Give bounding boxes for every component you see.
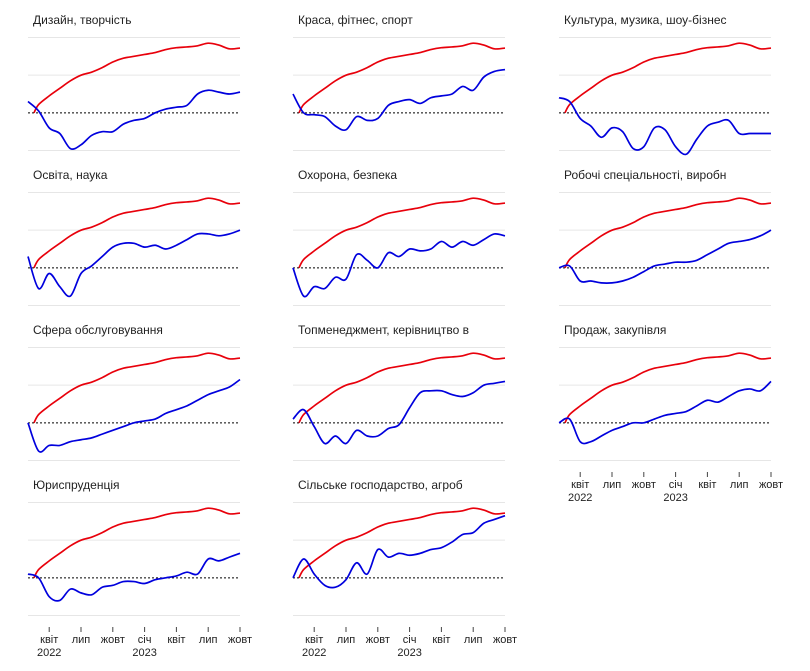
x-tick-label: квіт xyxy=(571,479,589,491)
panel-title: Охорона, безпека xyxy=(298,168,397,182)
panel-title: Юриспруденція xyxy=(33,478,119,492)
x-tick-label: січ xyxy=(669,479,683,491)
overall-series-line xyxy=(298,42,506,114)
category-series-line xyxy=(292,380,506,445)
panel-title: Топменеджмент, керівництво в xyxy=(298,323,469,337)
panel-title: Робочі спеціальності, виробн xyxy=(564,168,726,182)
x-tick-label: лип xyxy=(730,479,749,491)
x-tick-year-label: 2022 xyxy=(568,492,592,504)
overall-series-line xyxy=(564,42,772,114)
category-series-line xyxy=(27,378,241,453)
x-tick-year-label: 2023 xyxy=(397,647,421,659)
x-tick-label: жовт xyxy=(101,634,125,646)
overall-series-line xyxy=(298,352,506,424)
panel-7: Сфера обслуговування xyxy=(27,323,241,461)
x-tick-label: лип xyxy=(337,634,356,646)
x-tick-year-label: 2023 xyxy=(132,647,156,659)
category-series-line xyxy=(292,232,506,298)
panel-3: Культура, музика, шоу-бізнес xyxy=(558,13,772,156)
overall-series-line xyxy=(564,197,772,269)
overall-series-line xyxy=(33,507,241,579)
x-tick-label: жовт xyxy=(493,634,517,646)
overall-series-line xyxy=(33,197,241,269)
x-tick-label: квіт xyxy=(40,634,58,646)
x-tick-year-label: 2022 xyxy=(37,647,61,659)
category-series-line xyxy=(558,229,772,284)
x-tick-label: жовт xyxy=(759,479,783,491)
category-series-line xyxy=(292,514,506,589)
x-tick-label: квіт xyxy=(698,479,716,491)
x-tick-label: лип xyxy=(72,634,91,646)
category-series-line xyxy=(558,380,772,445)
x-tick-label: лип xyxy=(199,634,218,646)
x-tick-label: жовт xyxy=(366,634,390,646)
panel-title: Краса, фітнес, спорт xyxy=(298,13,413,27)
overall-series-line xyxy=(564,352,772,424)
category-series-line xyxy=(292,68,506,131)
panel-title: Сфера обслуговування xyxy=(33,323,163,337)
x-tick-label: квіт xyxy=(432,634,450,646)
panel-1: Дизайн, творчість xyxy=(27,13,241,151)
panel-8: Топменеджмент, керівництво в xyxy=(292,323,506,461)
x-tick-year-label: 2022 xyxy=(302,647,326,659)
category-series-line xyxy=(558,96,771,156)
x-tick-label: січ xyxy=(403,634,417,646)
panel-title: Освіта, наука xyxy=(33,168,108,182)
x-tick-label: квіт xyxy=(167,634,185,646)
x-tick-label: жовт xyxy=(632,479,656,491)
panel-2: Краса, фітнес, спорт xyxy=(292,13,506,151)
panel-10: Юриспруденція xyxy=(27,478,241,616)
x-tick-label: жовт xyxy=(228,634,252,646)
panel-title: Сільське господарство, агроб xyxy=(298,478,463,492)
x-tick-year-label: 2023 xyxy=(663,492,687,504)
x-tick-label: лип xyxy=(603,479,622,491)
panel-title: Продаж, закупівля xyxy=(564,323,666,337)
x-tick-label: квіт xyxy=(305,634,323,646)
panel-11: Сільське господарство, агроб xyxy=(292,478,506,616)
panel-title: Дизайн, творчість xyxy=(33,13,132,27)
panel-6: Робочі спеціальності, виробн xyxy=(558,168,772,306)
panel-5: Охорона, безпека xyxy=(292,168,506,306)
overall-series-line xyxy=(298,197,506,269)
x-tick-label: лип xyxy=(464,634,483,646)
panel-9: Продаж, закупівля xyxy=(558,323,772,461)
overall-series-line xyxy=(33,352,241,424)
overall-series-line xyxy=(33,42,241,114)
category-series-line xyxy=(27,229,241,298)
panel-title: Культура, музика, шоу-бізнес xyxy=(564,13,727,27)
category-series-line xyxy=(27,89,241,150)
x-tick-label: січ xyxy=(138,634,152,646)
category-series-line xyxy=(27,552,241,602)
panel-4: Освіта, наука xyxy=(27,168,241,306)
overall-series-line xyxy=(298,507,506,579)
